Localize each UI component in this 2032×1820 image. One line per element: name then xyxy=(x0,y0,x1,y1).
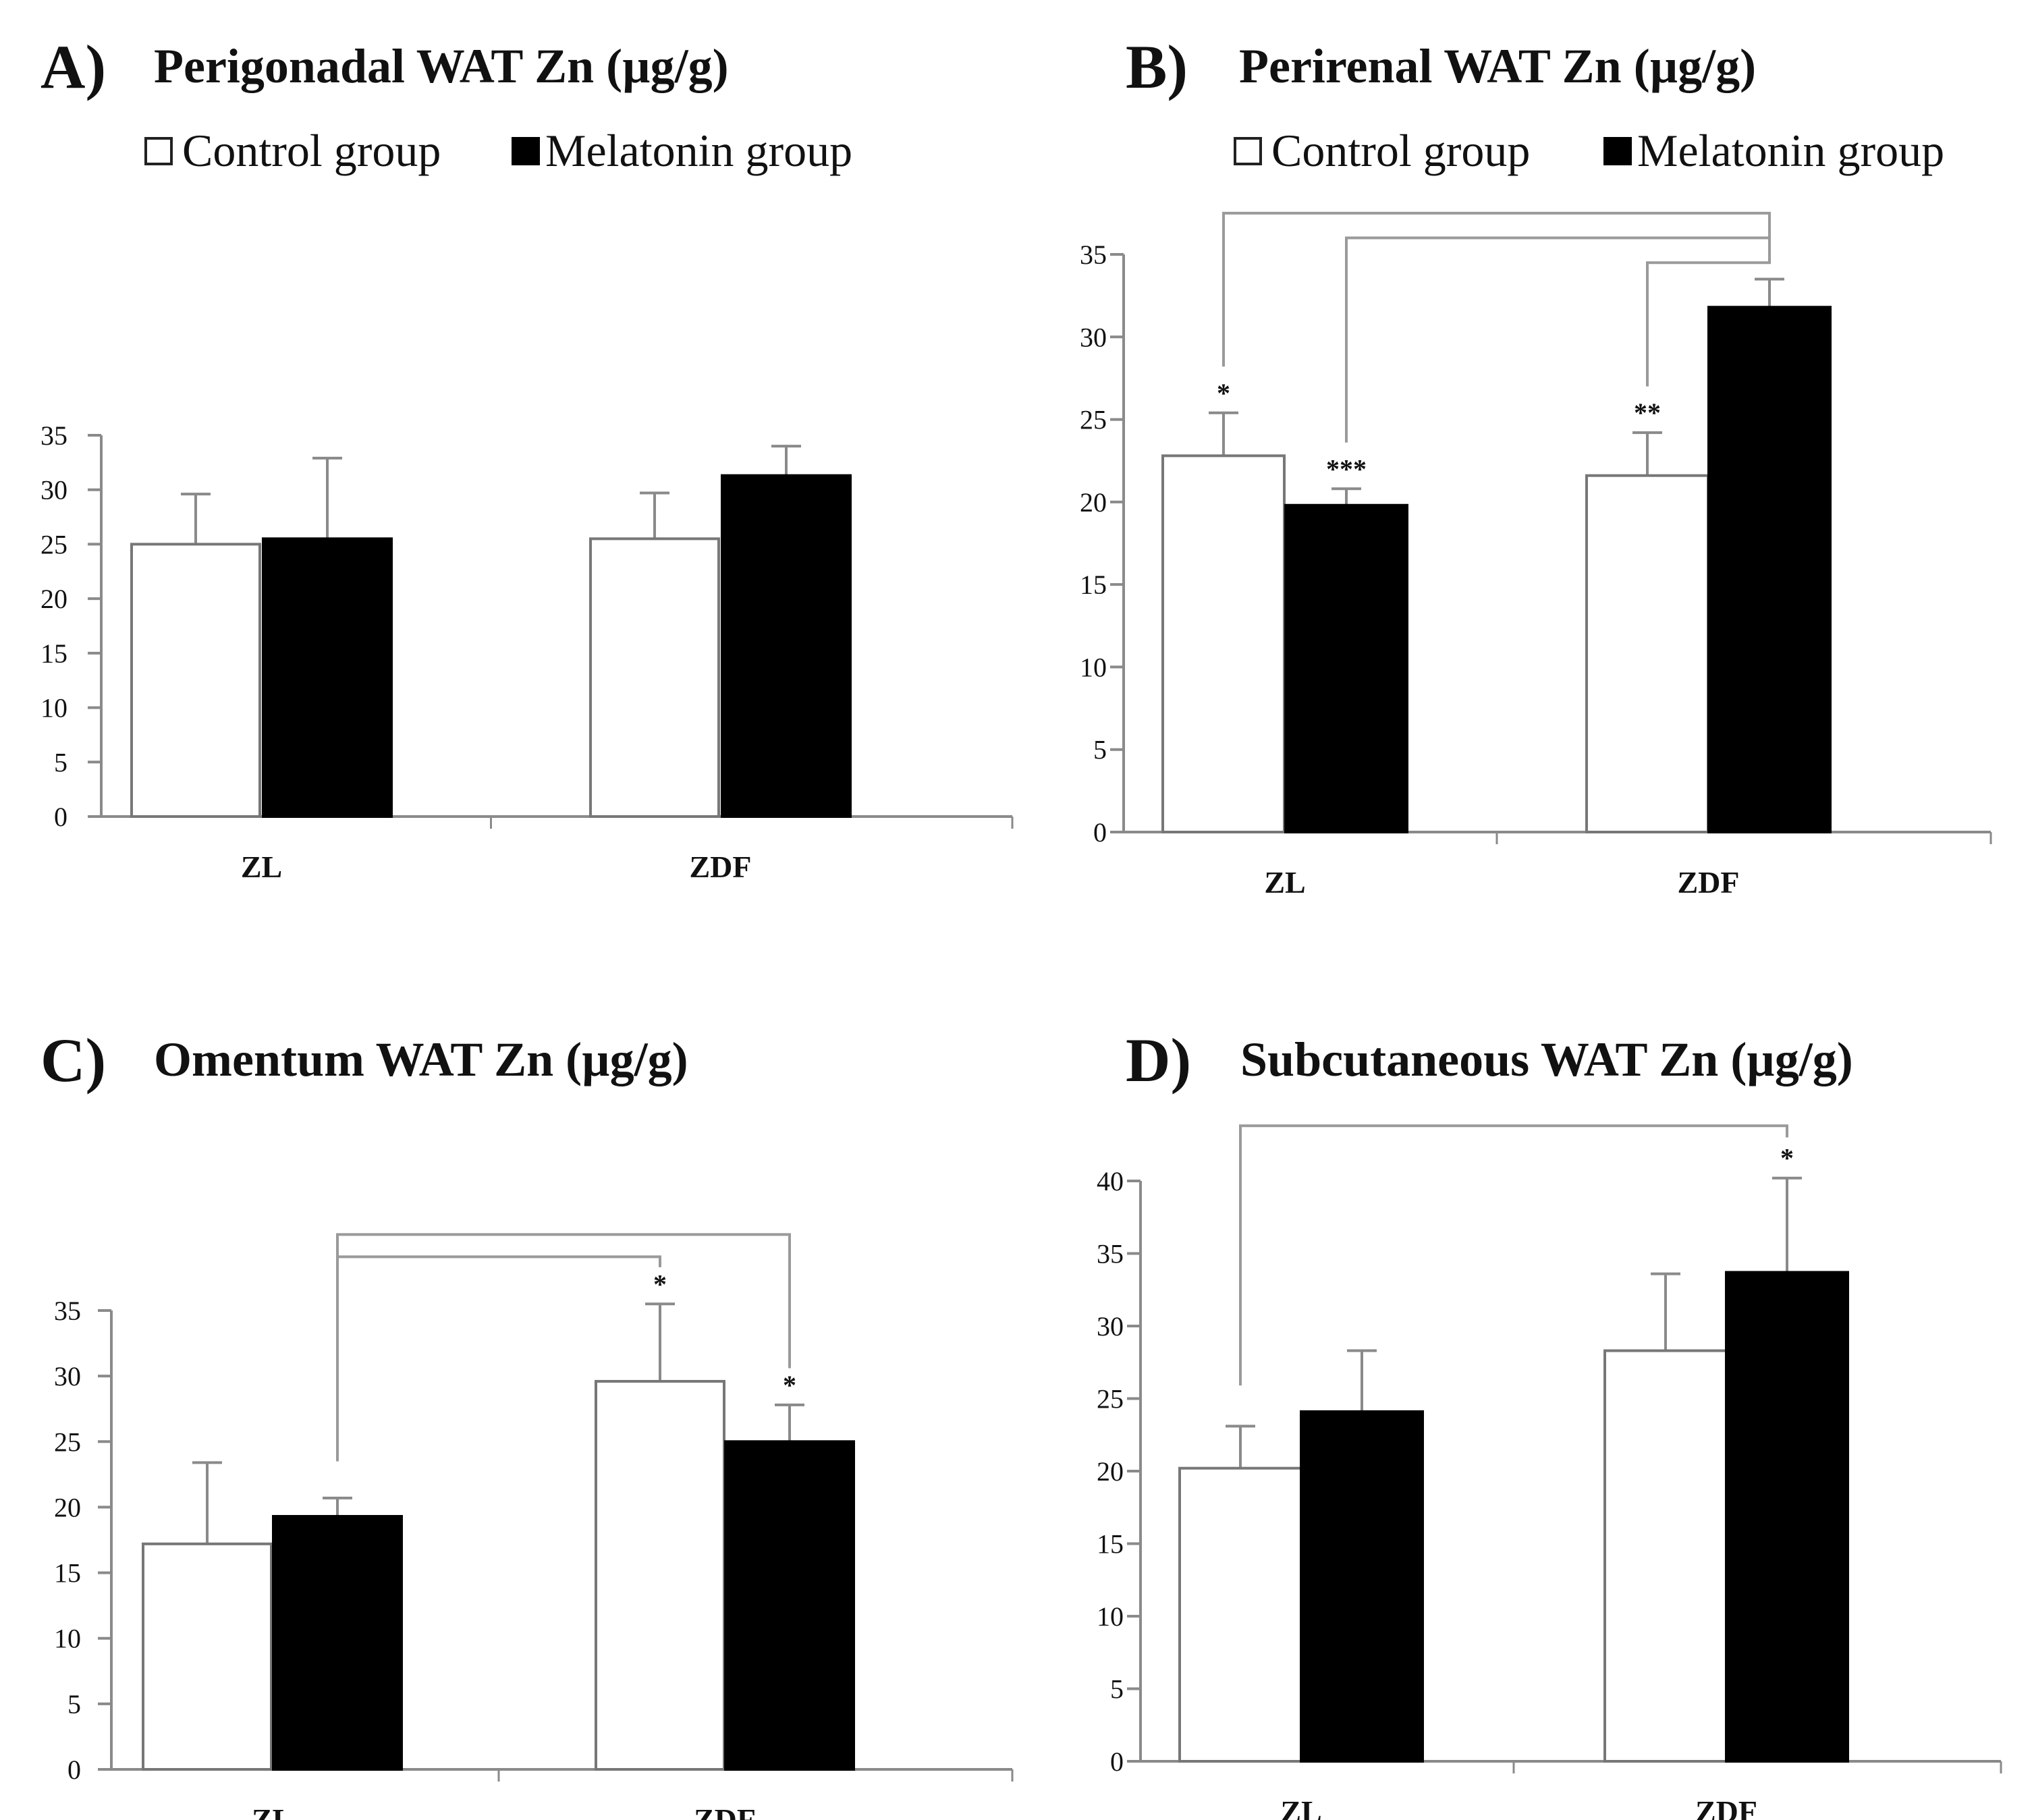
panel-a-legend: Control group Melatonin group xyxy=(144,125,852,176)
category-label: ZL xyxy=(1264,865,1305,900)
y-tick-label: 5 xyxy=(54,747,67,777)
category-label: ZL xyxy=(241,850,282,884)
y-tick-label: 5 xyxy=(1093,735,1107,765)
significance-bracket xyxy=(1222,211,1771,367)
bar-control xyxy=(1585,474,1709,833)
y-tick-label: 0 xyxy=(1110,1746,1124,1777)
y-tick-label: 0 xyxy=(54,802,67,832)
legend-control-label: Control group xyxy=(182,125,441,176)
bar-melatonin xyxy=(721,474,852,818)
significance-marker: * xyxy=(653,1269,667,1299)
y-tick-label: 5 xyxy=(1110,1674,1124,1705)
panel-b-title: Perirenal WAT Zn (µg/g) xyxy=(1239,39,1756,93)
category-label: ZDF xyxy=(1695,1794,1757,1820)
panel-d: D) Subcutaneous WAT Zn (µg/g) 0 5 10 15 20 25… xyxy=(1097,1026,2002,1820)
panel-c-letter: C) xyxy=(40,1026,106,1095)
panel-a-plot: 0 5 10 15 20 25 30 35 ZL ZDF xyxy=(40,420,1014,884)
legend-melatonin-swatch xyxy=(1603,137,1632,165)
significance-marker: * xyxy=(783,1370,796,1400)
y-tick-label: 35 xyxy=(1097,1239,1124,1269)
y-tick-label: 0 xyxy=(67,1755,81,1785)
significance-bracket xyxy=(1239,1124,1788,1386)
bar-control xyxy=(142,1542,273,1771)
category-label: ZL xyxy=(252,1802,293,1820)
y-tick-label: 30 xyxy=(54,1361,81,1391)
y-tick-label: 40 xyxy=(1097,1166,1124,1196)
bar-control xyxy=(1178,1466,1302,1763)
legend-melatonin-label: Melatonin group xyxy=(1637,125,1944,176)
y-tick-label: 15 xyxy=(54,1558,81,1589)
legend-melatonin-swatch xyxy=(512,137,540,165)
y-tick-label: 20 xyxy=(1080,487,1107,518)
bar-control xyxy=(589,537,720,818)
bar-control xyxy=(1161,454,1286,833)
bar-melatonin xyxy=(1707,306,1832,833)
bar-melatonin xyxy=(1284,503,1408,834)
category-label: ZDF xyxy=(694,1802,756,1820)
y-tick-label: 35 xyxy=(54,1296,81,1326)
panel-d-letter: D) xyxy=(1126,1026,1191,1095)
y-tick-label: 35 xyxy=(40,420,67,451)
bar-melatonin xyxy=(262,537,393,818)
panel-a: A) Perigonadal WAT Zn (µg/g) Control gro… xyxy=(40,32,1014,884)
panel-a-title: Perigonadal WAT Zn (µg/g) xyxy=(154,39,729,93)
legend-melatonin-label: Melatonin group xyxy=(545,125,852,176)
y-tick-label: 30 xyxy=(1080,322,1107,352)
y-tick-label: 30 xyxy=(1097,1311,1124,1342)
y-tick-label: 25 xyxy=(54,1427,81,1457)
bar-melatonin xyxy=(1725,1271,1849,1763)
y-tick-label: 5 xyxy=(67,1689,81,1719)
panel-c-title: Omentum WAT Zn (µg/g) xyxy=(154,1032,688,1086)
y-tick-label: 35 xyxy=(1080,240,1107,270)
y-tick-label: 10 xyxy=(1080,652,1107,682)
panel-b-legend: Control group Melatonin group xyxy=(1234,125,1944,176)
bar-control xyxy=(1603,1349,1728,1763)
category-label: ZDF xyxy=(1678,865,1740,900)
panel-c-plot: 0 5 10 15 20 25 30 35 ZL ZDF * * xyxy=(54,1233,1014,1820)
significance-bracket xyxy=(336,1255,661,1462)
y-tick-label: 15 xyxy=(1080,570,1107,600)
y-tick-label: 25 xyxy=(40,529,67,559)
bar-control xyxy=(595,1379,725,1771)
category-label: ZDF xyxy=(690,850,752,884)
y-tick-label: 25 xyxy=(1097,1384,1124,1414)
panel-d-title: Subcutaneous WAT Zn (µg/g) xyxy=(1240,1032,1853,1086)
significance-marker: *** xyxy=(1326,453,1367,484)
category-label: ZL xyxy=(1280,1794,1321,1820)
y-tick-label: 10 xyxy=(54,1624,81,1654)
panel-b: B) Perirenal WAT Zn (µg/g) Control group… xyxy=(1080,32,1992,900)
significance-marker: ** xyxy=(1634,397,1661,428)
y-tick-label: 20 xyxy=(40,584,67,614)
y-tick-label: 20 xyxy=(1097,1456,1124,1487)
bar-melatonin xyxy=(724,1440,855,1771)
y-tick-label: 0 xyxy=(1093,817,1107,848)
y-tick-label: 10 xyxy=(40,693,67,723)
y-tick-label: 20 xyxy=(54,1492,81,1522)
legend-control-label: Control group xyxy=(1271,125,1530,176)
y-tick-label: 10 xyxy=(1097,1601,1124,1632)
legend-control-swatch xyxy=(1234,137,1262,165)
legend-control-swatch xyxy=(144,137,173,165)
y-tick-label: 15 xyxy=(1097,1529,1124,1560)
y-tick-label: 25 xyxy=(1080,405,1107,435)
y-tick-label: 15 xyxy=(40,638,67,669)
y-tick-label: 30 xyxy=(40,475,67,505)
significance-bracket xyxy=(1646,233,1771,387)
panel-c: C) Omentum WAT Zn (µg/g) 0 5 10 15 20 25 30 35 Z… xyxy=(40,1026,1014,1820)
panel-a-letter: A) xyxy=(40,32,106,101)
bar-control xyxy=(130,543,261,819)
significance-marker: * xyxy=(1780,1143,1794,1174)
panel-b-letter: B) xyxy=(1126,32,1188,101)
bar-melatonin xyxy=(272,1515,403,1771)
significance-marker: * xyxy=(1217,378,1230,408)
panel-d-plot: 0 5 10 15 20 25 30 35 40 ZL ZDF * xyxy=(1097,1124,2002,1820)
bar-melatonin xyxy=(1300,1410,1424,1763)
